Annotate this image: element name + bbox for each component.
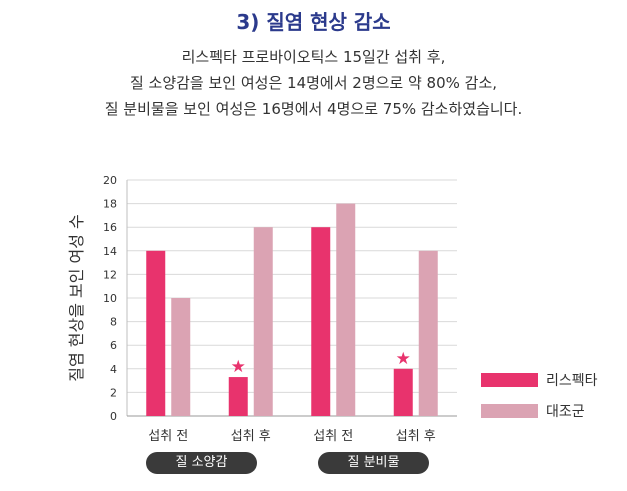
legend-label: 리스펙타 (546, 373, 598, 389)
y-tick-label: 16 (103, 221, 117, 234)
bar (146, 250, 166, 416)
page-title: 3) 질염 현상 감소 (236, 10, 391, 34)
y-tick-label: 4 (110, 363, 117, 376)
x-tick-label: 섭취 전 (148, 429, 188, 444)
bar (311, 227, 331, 416)
y-tick-label: 0 (110, 410, 117, 423)
y-axis-label: 질염 현상을 보인 여성 수 (67, 214, 86, 382)
bar (336, 203, 356, 416)
star-annotation: ★ (396, 349, 411, 369)
description-line-1: 리스펙타 프로바이오틱스 15일간 섭취 후, (181, 48, 446, 66)
bar (393, 368, 413, 416)
bar (418, 250, 438, 416)
y-tick-label: 10 (103, 292, 117, 305)
group-pill-discharge: 질 분비물 (318, 452, 429, 474)
y-tick-label: 18 (103, 198, 117, 211)
y-tick-label: 8 (110, 316, 117, 329)
y-tick-label: 2 (110, 386, 117, 399)
y-tick-label: 20 (103, 174, 117, 187)
description-line-3: 질 분비물을 보인 여성은 16명에서 4명으로 75% 감소하였습니다. (104, 100, 523, 118)
star-annotation: ★ (231, 357, 246, 377)
y-tick-label: 6 (110, 339, 117, 352)
group-label-itching: 질 소양감 (175, 455, 228, 470)
bar (171, 298, 191, 416)
x-tick-label: 섭취 전 (313, 429, 353, 444)
description-line-2: 질 소양감을 보인 여성은 14명에서 2명으로 약 80% 감소, (129, 74, 498, 92)
bar (253, 227, 273, 416)
bar (228, 377, 248, 416)
y-tick-label: 14 (103, 245, 117, 258)
group-pill-itching: 질 소양감 (146, 452, 257, 474)
group-label-discharge: 질 분비물 (347, 455, 400, 470)
legend-label: 대조군 (546, 404, 585, 420)
legend-swatch (481, 373, 538, 387)
x-tick-label: 섭취 후 (231, 429, 271, 444)
x-tick-label: 섭취 후 (396, 429, 436, 444)
y-tick-label: 12 (103, 268, 117, 281)
legend-swatch (481, 404, 538, 418)
